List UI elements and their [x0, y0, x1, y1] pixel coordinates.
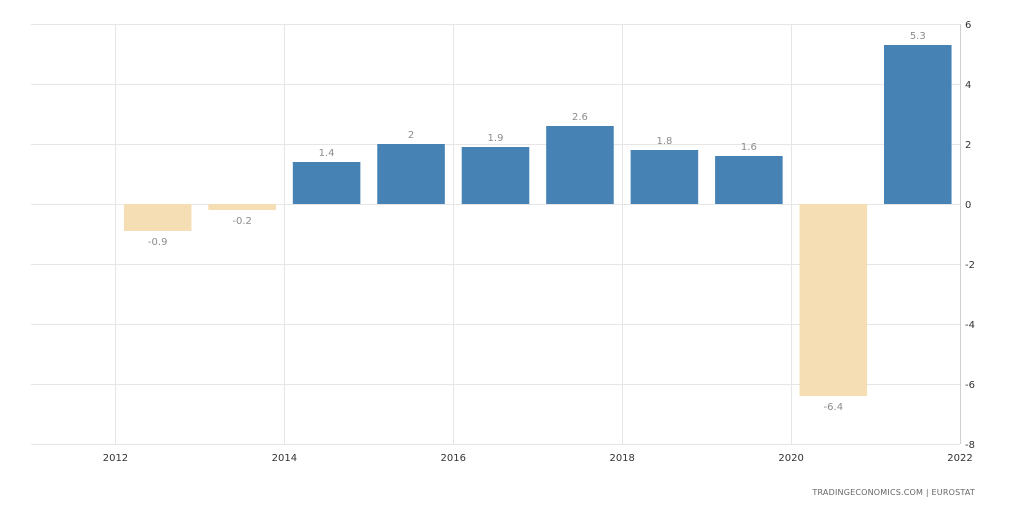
data-label-2015: 2	[408, 130, 414, 141]
data-label-2020: -6.4	[824, 402, 844, 413]
y-tick-label: -8	[965, 440, 975, 451]
chart-grid	[31, 24, 961, 445]
bar-2012	[123, 204, 192, 231]
y-tick-label: 2	[965, 140, 971, 151]
data-label-2013: -0.2	[232, 216, 252, 227]
x-tick-label: 2020	[778, 453, 803, 464]
source-credit: TRADINGECONOMICS.COM | EUROSTAT	[811, 488, 975, 497]
y-tick-label: -6	[965, 380, 975, 391]
bar-2013	[208, 204, 276, 210]
y-tick-label: -4	[965, 320, 975, 331]
data-label-2019: 1.6	[741, 142, 757, 153]
bar-2015	[377, 144, 445, 204]
bar-2019	[715, 156, 783, 204]
x-tick-label: 2012	[103, 453, 128, 464]
bar-2021	[883, 45, 952, 204]
bar-2014	[292, 162, 361, 204]
data-label-2021: 5.3	[910, 31, 926, 42]
y-axis-ticks: 6 4 2 0 -2 -4 -6 -8	[965, 20, 975, 451]
x-tick-label: 2018	[609, 453, 634, 464]
data-label-2018: 1.8	[656, 136, 672, 147]
data-label-2017: 2.6	[572, 112, 588, 123]
bar-2017	[546, 126, 614, 204]
bar-2018	[630, 150, 699, 204]
chart-data-labels: -0.9 -0.2 1.4 2 1.9 2.6 1.8 1.6 -6.4 5.3	[148, 31, 926, 413]
bar-2020	[799, 204, 868, 396]
y-tick-label: 4	[965, 80, 971, 91]
x-tick-label: 2022	[947, 453, 972, 464]
data-label-2012: -0.9	[148, 237, 168, 248]
bar-2016	[461, 147, 530, 204]
data-label-2014: 1.4	[319, 148, 335, 159]
y-tick-label: 0	[965, 200, 971, 211]
x-axis-ticks: 2012 2014 2016 2018 2020 2022	[103, 453, 973, 464]
y-tick-label: 6	[965, 20, 971, 31]
data-label-2016: 1.9	[488, 133, 504, 144]
chart-bars	[123, 45, 952, 396]
x-tick-label: 2014	[272, 453, 297, 464]
y-tick-label: -2	[965, 260, 975, 271]
x-tick-label: 2016	[441, 453, 466, 464]
